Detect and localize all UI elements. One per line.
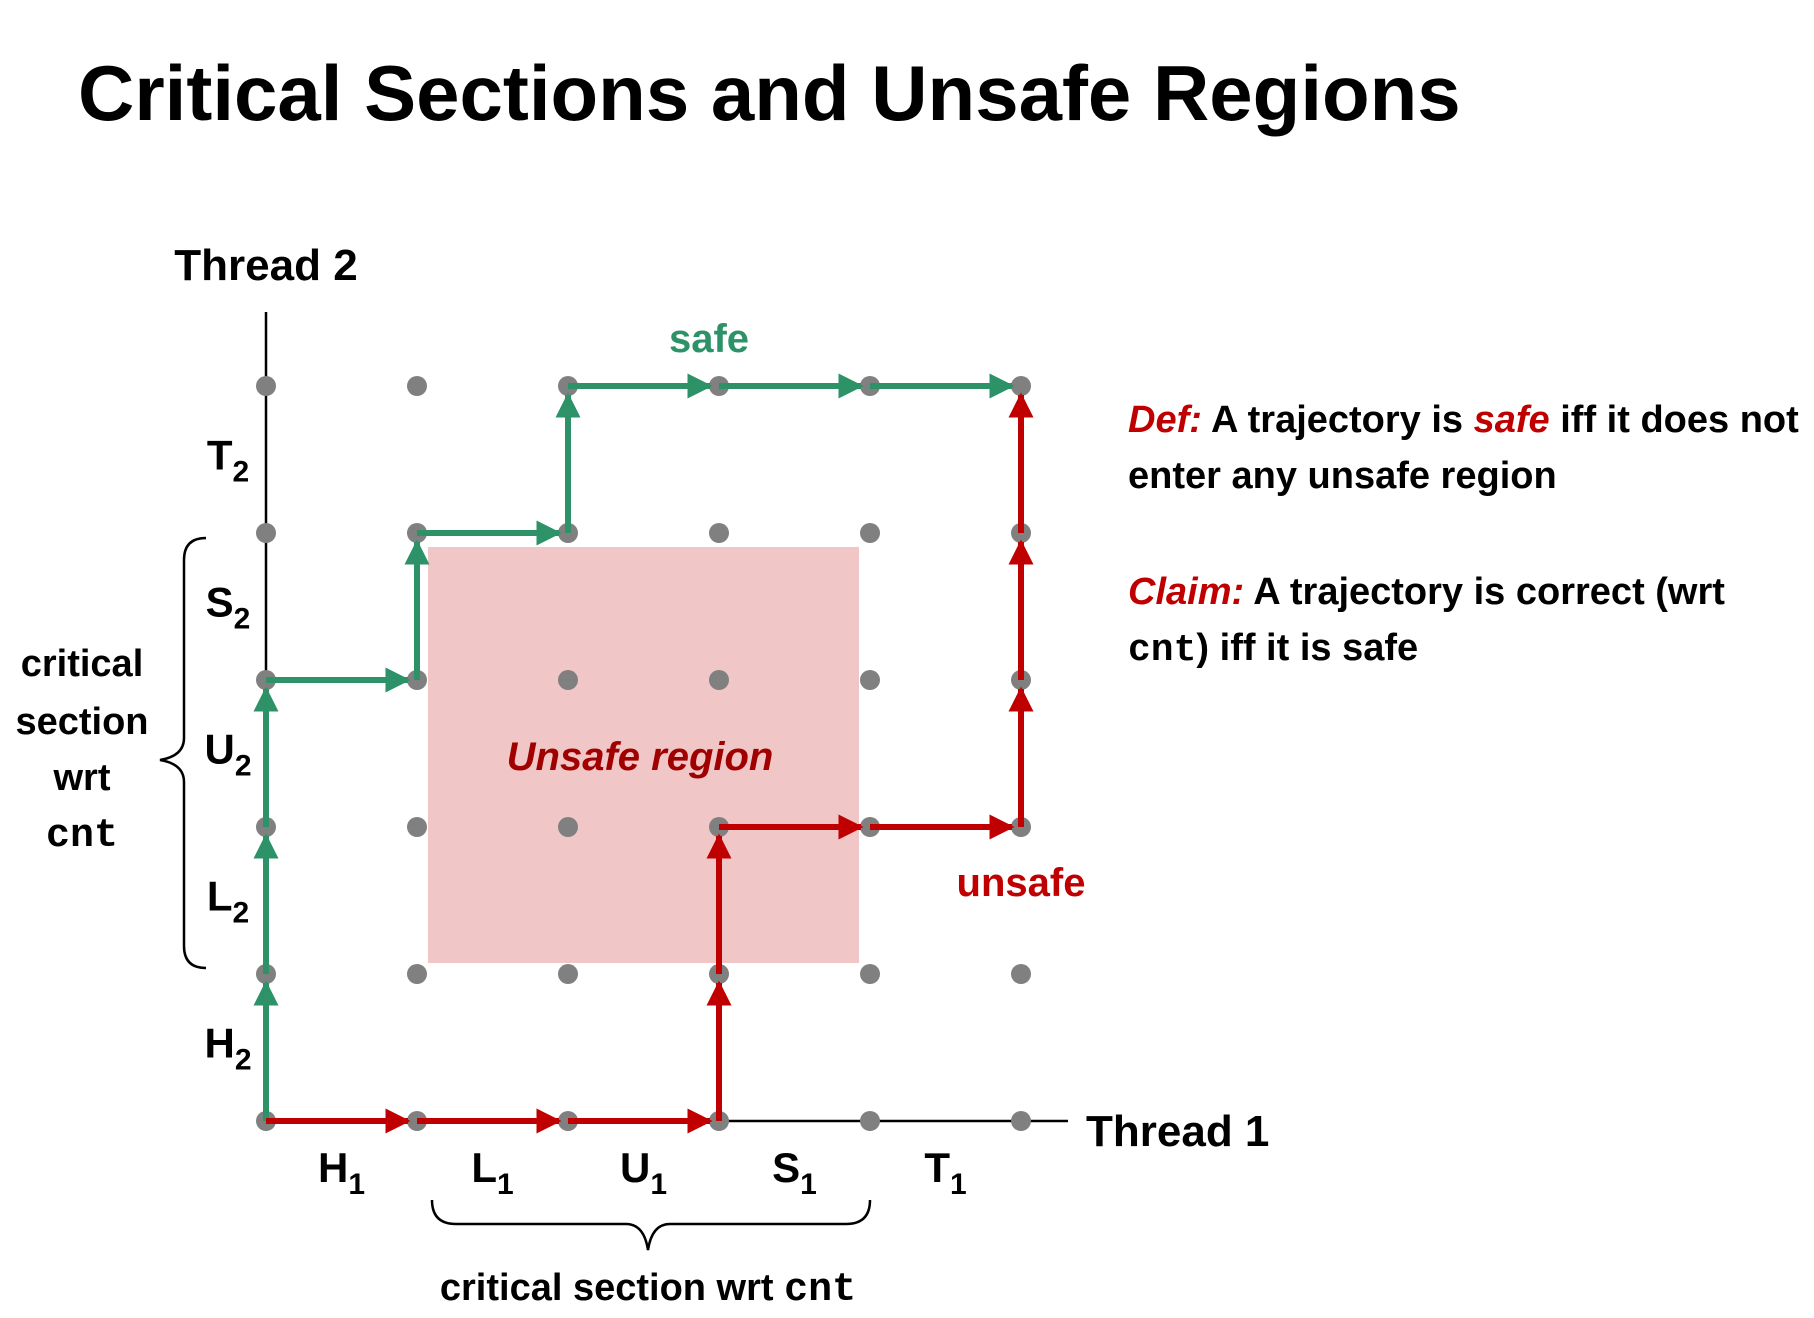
claim-label: Claim: [1128, 571, 1245, 613]
grid-point [860, 670, 880, 690]
thread2-segment-label: T2 [207, 432, 249, 489]
critical-code: cnt [46, 814, 118, 859]
thread2-segment-label: H2 [204, 1020, 251, 1077]
def-text-1: A trajectory is [1201, 399, 1474, 441]
grid-point [709, 523, 729, 543]
thread1-segment-label: U1 [620, 1144, 667, 1201]
thread1-segment-label: T1 [924, 1144, 966, 1201]
critical-section-label-vertical: critical section wrt cnt [15, 643, 148, 859]
thread1-segment-label: H1 [318, 1144, 365, 1201]
safe-trajectory [253, 373, 1015, 1121]
claim-text-1: A trajectory is correct (wrt [1244, 571, 1725, 613]
def-label: Def: [1128, 399, 1202, 441]
grid-point [558, 817, 578, 837]
grid-point [1011, 376, 1031, 396]
grid-point [558, 670, 578, 690]
def-safe-word: safe [1473, 399, 1550, 441]
grid-point [860, 964, 880, 984]
thread2-segment-labels: H2 L2 U2 S2 T2 [204, 432, 251, 1077]
safe-label: safe [669, 317, 749, 361]
critical-x-code: cnt [784, 1268, 856, 1313]
critical-line2: section [15, 701, 148, 743]
grid-point [256, 523, 276, 543]
definition-block: Def: A trajectory is safe iff it does no… [1128, 392, 1808, 679]
grid-point [860, 523, 880, 543]
unsafe-region [428, 547, 859, 963]
unsafe-label: unsafe [957, 861, 1086, 905]
definition-paragraph: Def: A trajectory is safe iff it does no… [1128, 392, 1808, 504]
grid-point [709, 670, 729, 690]
thread1-label: Thread 1 [1086, 1107, 1269, 1156]
critical-section-brace-horizontal [430, 1199, 872, 1251]
grid-point [407, 964, 427, 984]
unsafe-trajectory [266, 392, 1034, 1134]
page-title: Critical Sections and Unsafe Regions [78, 49, 1461, 137]
claim-paragraph: Claim: A trajectory is correct (wrt cnt)… [1128, 564, 1808, 679]
grid-point [407, 376, 427, 396]
thread1-segment-label: L1 [471, 1144, 513, 1201]
claim-text-2: ) iff it is safe [1196, 627, 1419, 669]
thread2-segment-label: L2 [207, 873, 249, 930]
grid-point [558, 964, 578, 984]
thread2-label: Thread 2 [174, 241, 357, 290]
thread2-segment-label: S2 [206, 579, 251, 636]
grid-point [256, 376, 276, 396]
critical-x-text: critical section wrt [440, 1267, 784, 1309]
grid-point [1011, 1111, 1031, 1131]
critical-section-label-horizontal: critical section wrt cnt [440, 1267, 856, 1313]
unsafe-region-label: Unsafe region [507, 735, 774, 779]
critical-section-brace-vertical [159, 536, 207, 970]
thread1-segment-labels: H1 L1 U1 S1 T1 [318, 1144, 967, 1201]
grid-point [1011, 964, 1031, 984]
claim-code: cnt [1128, 629, 1197, 672]
thread2-segment-label: U2 [204, 726, 251, 783]
grid-point [860, 1111, 880, 1131]
grid-points [256, 376, 1031, 1131]
grid-point [407, 817, 427, 837]
critical-line1: critical [21, 643, 144, 685]
thread1-segment-label: S1 [772, 1144, 817, 1201]
def-text-2: iff it does not enter any unsafe region [1128, 399, 1799, 497]
critical-line3: wrt [53, 757, 111, 799]
